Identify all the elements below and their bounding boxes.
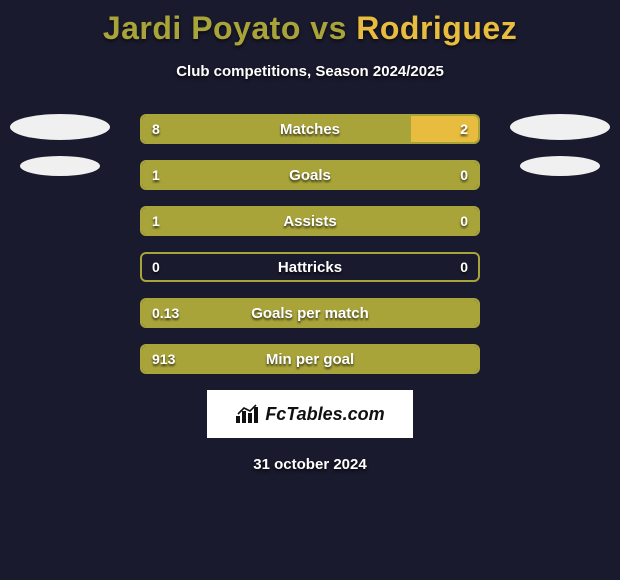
comparison-arena: 8Matches21Goals01Assists00Hattricks00.13… [0,114,620,374]
watermark-text: FcTables.com [265,404,384,425]
stat-label: Min per goal [142,346,478,372]
stat-label: Goals per match [142,300,478,326]
logo-ellipse-icon [510,114,610,140]
stat-row: 1Assists0 [140,206,480,236]
stat-label: Hattricks [142,254,478,280]
team-logo-right [510,114,610,184]
subtitle: Club competitions, Season 2024/2025 [0,63,620,80]
fctables-logo-icon [235,404,259,424]
stat-row: 0Hattricks0 [140,252,480,282]
stat-label: Matches [142,116,478,142]
logo-ellipse-icon [520,156,600,176]
stat-label: Goals [142,162,478,188]
team-logo-left [10,114,110,184]
stat-row: 1Goals0 [140,160,480,190]
watermark: FcTables.com [207,390,413,438]
stat-value-right: 0 [460,254,468,280]
date-text: 31 october 2024 [0,456,620,473]
stat-label: Assists [142,208,478,234]
comparison-title: Jardi Poyato vs Rodriguez [0,0,620,47]
stat-bars: 8Matches21Goals01Assists00Hattricks00.13… [140,114,480,374]
stat-row: 0.13Goals per match [140,298,480,328]
stat-value-right: 0 [460,162,468,188]
player2-name: Rodriguez [356,10,517,46]
vs-text: vs [310,10,347,46]
stat-value-right: 2 [460,116,468,142]
player1-name: Jardi Poyato [103,10,301,46]
logo-ellipse-icon [10,114,110,140]
stat-row: 8Matches2 [140,114,480,144]
logo-ellipse-icon [20,156,100,176]
stat-value-right: 0 [460,208,468,234]
stat-row: 913Min per goal [140,344,480,374]
